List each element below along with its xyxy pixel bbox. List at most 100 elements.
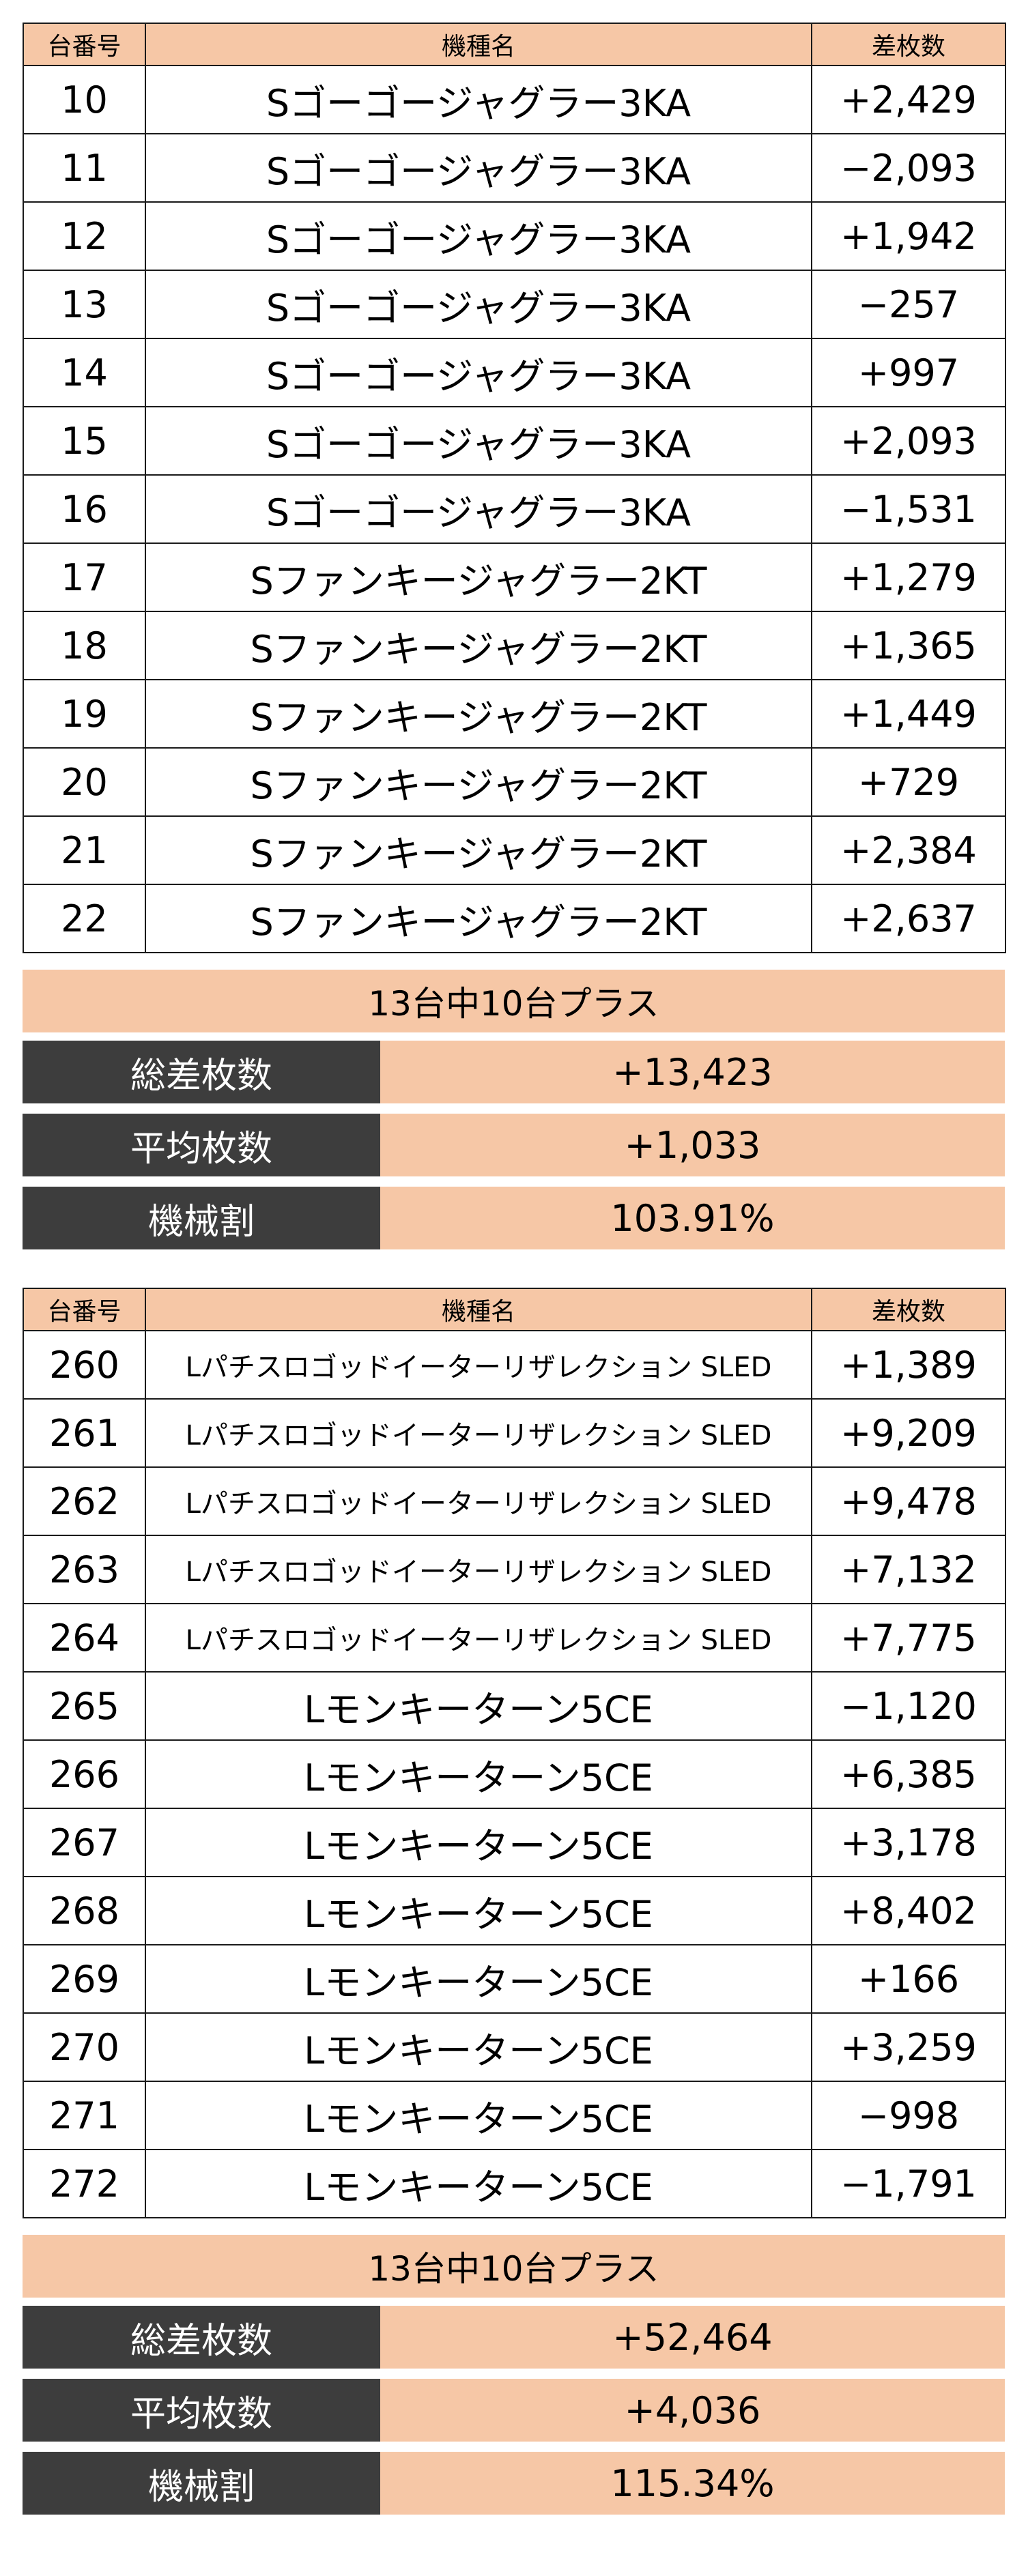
table-row: 261 Lパチスロゴッドイーターリザレクション SLED +9,209 — [23, 1398, 1006, 1468]
machine-number: 264 — [23, 1603, 146, 1673]
machine-number: 22 — [23, 884, 146, 953]
machine-name: Sゴーゴージャグラー3KA — [145, 65, 812, 134]
coin-difference: +2,637 — [811, 884, 1006, 953]
table-row: 272 Lモンキーターン5CE −1,791 — [23, 2149, 1006, 2218]
machine-name: Lモンキーターン5CE — [145, 2081, 812, 2150]
machine-number: 261 — [23, 1398, 146, 1468]
machine-name: Lモンキーターン5CE — [145, 1739, 812, 1809]
machine-name: Lパチスロゴッドイーターリザレクション SLED — [145, 1466, 812, 1536]
total-diff-value: +52,464 — [380, 2306, 1005, 2369]
coin-difference: +1,279 — [811, 542, 1006, 612]
table-row: 269 Lモンキーターン5CE +166 — [23, 1944, 1006, 2014]
machine-number: 260 — [23, 1330, 146, 1400]
machine-table-1: 台番号 機種名 差枚数 10 Sゴーゴージャグラー3KA +2,429 11 Sゴーゴ… — [23, 23, 1006, 953]
table-header-row: 台番号 機種名 差枚数 — [23, 23, 1006, 66]
machine-name: Sゴーゴージャグラー3KA — [145, 201, 812, 271]
coin-difference: +2,093 — [811, 406, 1006, 476]
coin-difference: −1,120 — [811, 1671, 1006, 1741]
table-row: 15 Sゴーゴージャグラー3KA +2,093 — [23, 406, 1006, 476]
machine-name: Lモンキーターン5CE — [145, 1944, 812, 2014]
summary-total-row: 総差枚数 +13,423 — [23, 1041, 1005, 1103]
payout-rate-value: 115.34% — [380, 2452, 1005, 2515]
table-header-row: 台番号 機種名 差枚数 — [23, 1288, 1006, 1331]
average-label: 平均枚数 — [23, 2379, 380, 2442]
table-row: 262 Lパチスロゴッドイーターリザレクション SLED +9,478 — [23, 1466, 1006, 1536]
summary-headline: 13台中10台プラス — [23, 970, 1005, 1032]
machine-number: 267 — [23, 1808, 146, 1877]
machine-name: Lパチスロゴッドイーターリザレクション SLED — [145, 1603, 812, 1673]
average-value: +1,033 — [380, 1114, 1005, 1176]
machine-name: Lパチスロゴッドイーターリザレクション SLED — [145, 1535, 812, 1604]
payout-rate-label: 機械割 — [23, 2452, 380, 2515]
machine-number: 271 — [23, 2081, 146, 2150]
machine-number: 10 — [23, 65, 146, 134]
coin-difference: −2,093 — [811, 133, 1006, 203]
coin-difference: +7,775 — [811, 1603, 1006, 1673]
column-header-diff: 差枚数 — [811, 23, 1006, 66]
column-header-no: 台番号 — [23, 1288, 146, 1331]
table-row: 266 Lモンキーターン5CE +6,385 — [23, 1739, 1006, 1809]
machine-name: Sファンキージャグラー2KT — [145, 815, 812, 885]
machine-number: 272 — [23, 2149, 146, 2218]
table-row: 17 Sファンキージャグラー2KT +1,279 — [23, 542, 1006, 612]
machine-number: 263 — [23, 1535, 146, 1604]
coin-difference: +166 — [811, 1944, 1006, 2014]
machine-number: 265 — [23, 1671, 146, 1741]
machine-name: Sゴーゴージャグラー3KA — [145, 338, 812, 407]
machine-name: Sファンキージャグラー2KT — [145, 679, 812, 749]
table-row: 19 Sファンキージャグラー2KT +1,449 — [23, 679, 1006, 749]
total-diff-value: +13,423 — [380, 1041, 1005, 1103]
summary-total-row: 総差枚数 +52,464 — [23, 2306, 1005, 2369]
machine-number: 269 — [23, 1944, 146, 2014]
table-row: 22 Sファンキージャグラー2KT +2,637 — [23, 884, 1006, 953]
machine-number: 11 — [23, 133, 146, 203]
machine-number: 20 — [23, 747, 146, 817]
machine-name: Sファンキージャグラー2KT — [145, 747, 812, 817]
machine-number: 12 — [23, 201, 146, 271]
table-row: 13 Sゴーゴージャグラー3KA −257 — [23, 270, 1006, 339]
table-row: 263 Lパチスロゴッドイーターリザレクション SLED +7,132 — [23, 1535, 1006, 1604]
table-row: 265 Lモンキーターン5CE −1,120 — [23, 1671, 1006, 1741]
summary-average-row: 平均枚数 +4,036 — [23, 2379, 1005, 2442]
machine-name: Lモンキーターン5CE — [145, 2012, 812, 2082]
machine-table-2: 台番号 機種名 差枚数 260 Lパチスロゴッドイーターリザレクション SLED +… — [23, 1288, 1006, 2218]
coin-difference: +9,478 — [811, 1466, 1006, 1536]
table-row: 12 Sゴーゴージャグラー3KA +1,942 — [23, 201, 1006, 271]
machine-number: 266 — [23, 1739, 146, 1809]
machine-name: Lモンキーターン5CE — [145, 1808, 812, 1877]
summary-rate-row: 機械割 103.91% — [23, 1187, 1005, 1249]
results-block-1: 台番号 機種名 差枚数 10 Sゴーゴージャグラー3KA +2,429 11 Sゴーゴ… — [23, 23, 1006, 1249]
machine-number: 13 — [23, 270, 146, 339]
total-diff-label: 総差枚数 — [23, 2306, 380, 2369]
machine-number: 15 — [23, 406, 146, 476]
average-value: +4,036 — [380, 2379, 1005, 2442]
machine-name: Sゴーゴージャグラー3KA — [145, 133, 812, 203]
column-header-diff: 差枚数 — [811, 1288, 1006, 1331]
coin-difference: +3,178 — [811, 1808, 1006, 1877]
payout-rate-label: 機械割 — [23, 1187, 380, 1249]
coin-difference: −1,791 — [811, 2149, 1006, 2218]
coin-difference: +2,384 — [811, 815, 1006, 885]
machine-number: 262 — [23, 1466, 146, 1536]
machine-name: Sゴーゴージャグラー3KA — [145, 406, 812, 476]
machine-number: 270 — [23, 2012, 146, 2082]
machine-number: 21 — [23, 815, 146, 885]
machine-number: 14 — [23, 338, 146, 407]
coin-difference: −998 — [811, 2081, 1006, 2150]
coin-difference: +997 — [811, 338, 1006, 407]
machine-name: Sファンキージャグラー2KT — [145, 611, 812, 680]
coin-difference: +2,429 — [811, 65, 1006, 134]
table-row: 14 Sゴーゴージャグラー3KA +997 — [23, 338, 1006, 407]
results-block-2: 台番号 機種名 差枚数 260 Lパチスロゴッドイーターリザレクション SLED +… — [23, 1288, 1006, 2515]
table-row: 271 Lモンキーターン5CE −998 — [23, 2081, 1006, 2150]
coin-difference: +7,132 — [811, 1535, 1006, 1604]
coin-difference: +1,389 — [811, 1330, 1006, 1400]
machine-name: Lモンキーターン5CE — [145, 1876, 812, 1945]
summary-rate-row: 機械割 115.34% — [23, 2452, 1005, 2515]
average-label: 平均枚数 — [23, 1114, 380, 1176]
table-row: 11 Sゴーゴージャグラー3KA −2,093 — [23, 133, 1006, 203]
coin-difference: +9,209 — [811, 1398, 1006, 1468]
coin-difference: −1,531 — [811, 474, 1006, 544]
coin-difference: +8,402 — [811, 1876, 1006, 1945]
machine-name: Lモンキーターン5CE — [145, 2149, 812, 2218]
